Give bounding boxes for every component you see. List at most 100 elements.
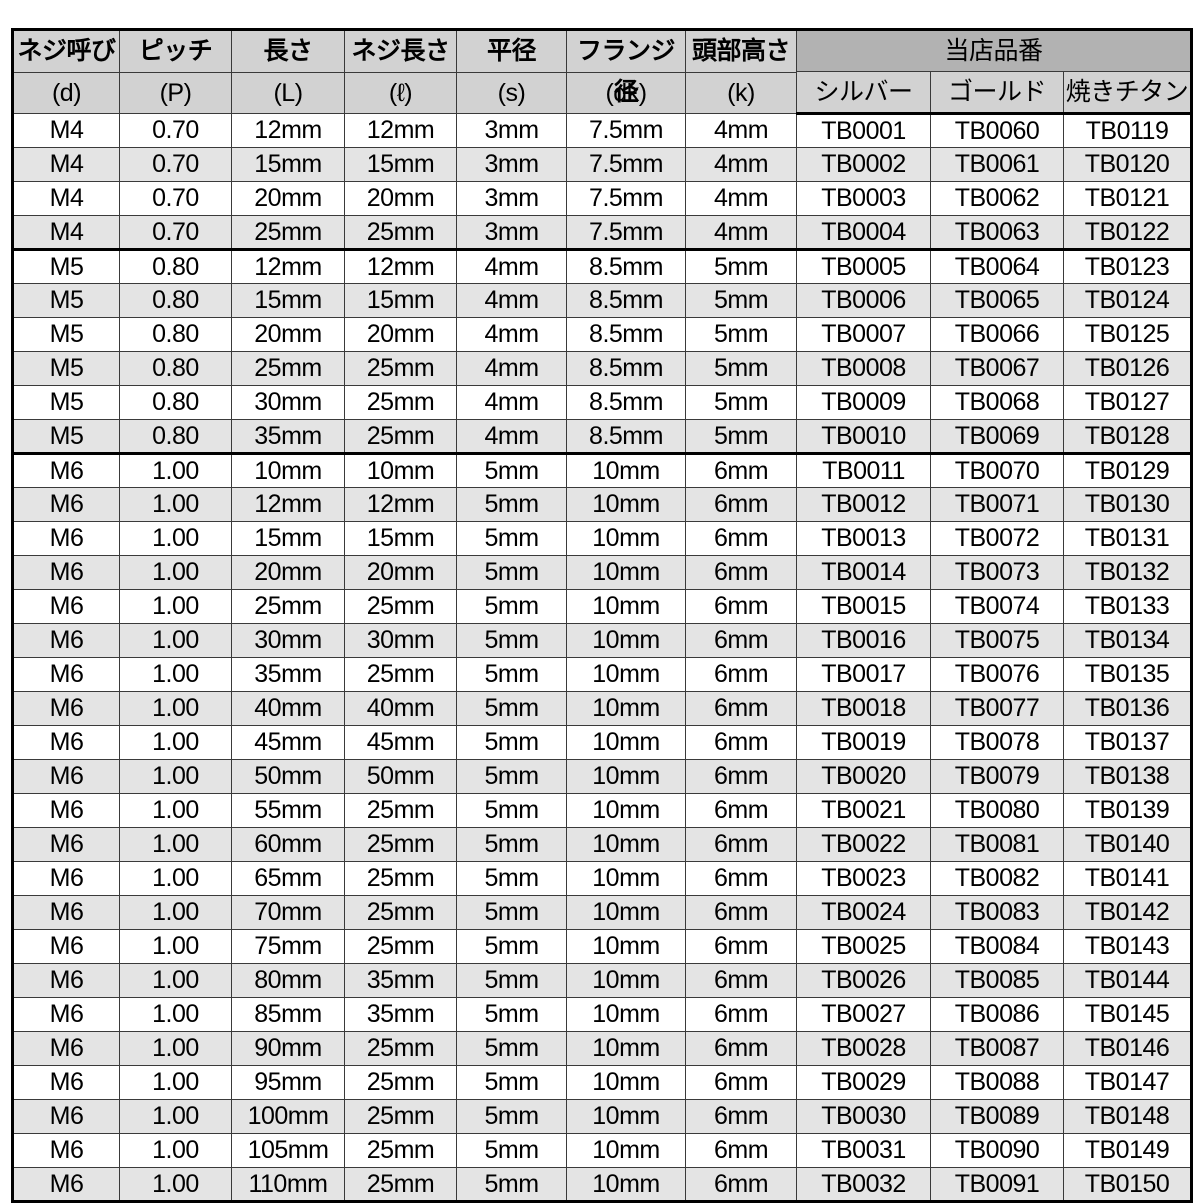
cell-p: 1.00 [119,453,232,488]
cell-p: 1.00 [119,1065,232,1100]
cell-d: M6 [12,929,120,964]
cell-l_thread: 25mm [344,589,457,624]
table-row: M5 0.80 12mm 12mm 4mm 8.5mm 5mm TB0005 TB0064 TB0… [12,249,1193,284]
cell-dk: 8.5mm [566,283,686,318]
table-row: M5 0.80 20mm 20mm 4mm 8.5mm 5mm TB0007 TB0066 TB0… [12,317,1193,352]
cell-k: 4mm [685,215,797,251]
column-header-k: 頭部高さ (k) [685,29,797,114]
cell-dk: 10mm [566,725,686,760]
cell-s: 5mm [456,453,567,488]
cell-silver: TB0012 [796,487,931,522]
cell-silver: TB0004 [796,215,931,251]
cell-titanium: TB0138 [1062,759,1193,794]
cell-titanium: TB0133 [1062,589,1193,624]
cell-k: 6mm [685,453,797,488]
cell-gold: TB0086 [930,997,1064,1032]
cell-s: 5mm [456,521,567,556]
table-row: M6 1.00 80mm 35mm 5mm 10mm 6mm TB0026 TB0085 TB01… [12,963,1193,998]
cell-dk: 10mm [566,895,686,930]
cell-d: M6 [12,521,120,556]
cell-s: 4mm [456,385,567,420]
cell-l_total: 20mm [231,555,345,590]
cell-k: 5mm [685,283,797,318]
cell-p: 0.80 [119,419,232,455]
cell-titanium: TB0140 [1062,827,1193,862]
cell-gold: TB0070 [930,453,1064,488]
cell-dk: 8.5mm [566,249,686,284]
cell-l_total: 45mm [231,725,345,760]
cell-p: 1.00 [119,895,232,930]
cell-d: M4 [12,113,120,148]
cell-s: 5mm [456,691,567,726]
cell-l_total: 25mm [231,215,345,251]
table-row: M6 1.00 10mm 10mm 5mm 10mm 6mm TB0011 TB0070 TB01… [12,453,1193,488]
cell-dk: 10mm [566,759,686,794]
cell-l_total: 35mm [231,657,345,692]
cell-silver: TB0024 [796,895,931,930]
cell-gold: TB0062 [930,181,1064,216]
cell-gold: TB0068 [930,385,1064,420]
cell-titanium: TB0150 [1062,1167,1193,1203]
cell-silver: TB0008 [796,351,931,386]
cell-d: M6 [12,555,120,590]
cell-l_total: 35mm [231,419,345,455]
cell-l_thread: 15mm [344,521,457,556]
cell-silver: TB0015 [796,589,931,624]
cell-l_thread: 20mm [344,181,457,216]
cell-titanium: TB0143 [1062,929,1193,964]
cell-p: 1.00 [119,623,232,658]
table-row: M6 1.00 95mm 25mm 5mm 10mm 6mm TB0029 TB0088 TB01… [12,1065,1193,1100]
cell-l_thread: 25mm [344,793,457,828]
table-row: M6 1.00 70mm 25mm 5mm 10mm 6mm TB0024 TB0083 TB01… [12,895,1193,930]
table-row: M6 1.00 25mm 25mm 5mm 10mm 6mm TB0015 TB0074 TB01… [12,589,1193,624]
cell-gold: TB0083 [930,895,1064,930]
cell-titanium: TB0125 [1062,317,1193,352]
cell-l_total: 75mm [231,929,345,964]
cell-k: 6mm [685,1099,797,1134]
cell-titanium: TB0120 [1062,147,1193,182]
cell-d: M4 [12,215,120,251]
cell-silver: TB0010 [796,419,931,455]
column-header-s: 平径 (s) [456,29,567,114]
cell-k: 6mm [685,1031,797,1066]
cell-dk: 8.5mm [566,385,686,420]
cell-p: 1.00 [119,997,232,1032]
cell-k: 5mm [685,351,797,386]
cell-dk: 10mm [566,1099,686,1134]
cell-k: 6mm [685,997,797,1032]
cell-k: 6mm [685,963,797,998]
table-row: M5 0.80 30mm 25mm 4mm 8.5mm 5mm TB0009 TB0068 TB0… [12,385,1193,420]
cell-l_thread: 12mm [344,249,457,284]
cell-p: 1.00 [119,521,232,556]
cell-s: 5mm [456,793,567,828]
cell-l_total: 30mm [231,385,345,420]
cell-l_total: 65mm [231,861,345,896]
cell-l_thread: 12mm [344,113,457,148]
cell-d: M6 [12,725,120,760]
cell-p: 1.00 [119,1167,232,1203]
cell-titanium: TB0134 [1062,623,1193,658]
cell-k: 6mm [685,589,797,624]
cell-l_thread: 35mm [344,997,457,1032]
cell-gold: TB0074 [930,589,1064,624]
cell-titanium: TB0137 [1062,725,1193,760]
cell-gold: TB0073 [930,555,1064,590]
column-header-l_thread: ネジ長さ (ℓ) [344,29,457,114]
cell-d: M6 [12,861,120,896]
column-header-l_total: 長さ (L) [231,29,345,114]
cell-titanium: TB0130 [1062,487,1193,522]
table-row: M6 1.00 40mm 40mm 5mm 10mm 6mm TB0018 TB0077 TB01… [12,691,1193,726]
cell-l_thread: 25mm [344,1133,457,1168]
column-header-dk: フランジ径 (dk) [566,29,686,114]
cell-dk: 10mm [566,691,686,726]
cell-l_total: 85mm [231,997,345,1032]
cell-p: 1.00 [119,487,232,522]
cell-l_thread: 10mm [344,453,457,488]
cell-l_total: 110mm [231,1167,345,1203]
cell-k: 6mm [685,555,797,590]
cell-l_thread: 25mm [344,1065,457,1100]
cell-dk: 10mm [566,487,686,522]
cell-gold: TB0089 [930,1099,1064,1134]
cell-gold: TB0061 [930,147,1064,182]
column-header-gold: ゴールド [930,71,1064,115]
